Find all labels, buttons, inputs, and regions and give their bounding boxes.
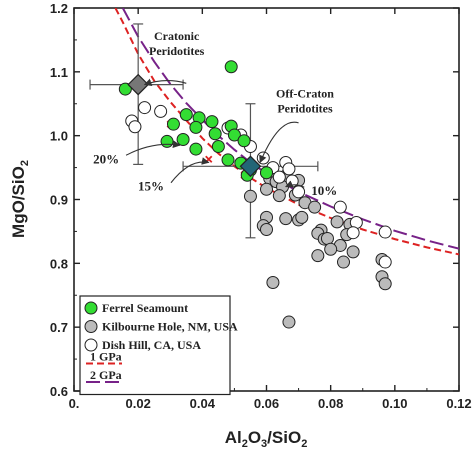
point-kilbourne-hole <box>320 231 334 245</box>
legend-marker <box>84 338 98 352</box>
y-tick-label: 0.6 <box>50 384 68 399</box>
point-ferrel-seamount <box>208 127 222 141</box>
y-tick-label: 0.9 <box>50 193 68 208</box>
point-kilbourne-hole <box>308 200 322 214</box>
point-kilbourne-hole <box>311 249 325 263</box>
legend-marker <box>84 320 98 333</box>
point-dish-hill <box>292 185 306 199</box>
axis-title-part: 2 <box>242 438 248 450</box>
point-kilbourne-hole <box>272 189 286 203</box>
point-dish-hill <box>154 104 168 118</box>
point-dish-hill <box>282 162 296 176</box>
reference-label: Peridotites <box>149 44 205 58</box>
point-kilbourne-hole <box>324 242 338 256</box>
x-tick-label: 0.10 <box>382 396 407 411</box>
x-tick-label: 0.06 <box>254 396 279 411</box>
reference-label: Off-Craton <box>276 86 334 100</box>
melt-percent-arrow <box>125 140 181 156</box>
point-dish-hill <box>333 200 347 214</box>
y-tick-label: 0.7 <box>50 320 68 335</box>
point-ferrel-seamount <box>179 108 193 122</box>
point-ferrel-seamount <box>160 134 174 148</box>
point-kilbourne-hole <box>260 223 273 237</box>
reference-diamond <box>239 155 262 178</box>
point-dish-hill <box>378 225 392 239</box>
point-dish-hill <box>378 255 392 269</box>
x-tick-label: 0.08 <box>318 396 343 411</box>
point-kilbourne-hole <box>243 189 257 203</box>
point-ferrel-seamount <box>211 140 225 154</box>
y-tick-label: 1.2 <box>50 1 68 16</box>
point-ferrel-seamount <box>224 60 238 74</box>
legend-label: 2 GPa <box>90 368 122 382</box>
point-ferrel-seamount <box>189 120 203 134</box>
reference-arrow <box>143 78 187 86</box>
point-dish-hill <box>128 120 142 134</box>
point-ferrel-seamount <box>227 128 241 142</box>
legend-box <box>79 295 231 396</box>
point-kilbourne-hole <box>295 210 309 224</box>
point-ferrel-seamount <box>118 82 132 96</box>
y-tick-label: 1.1 <box>50 65 68 80</box>
melt-percent-label: 15% <box>138 179 164 194</box>
annotations: CratonicPeridotitesOff-CratonPeridotites… <box>93 29 337 198</box>
melt-percent-arrow <box>285 180 305 188</box>
point-ferrel-seamount <box>176 132 190 146</box>
melt-percent-arrow <box>170 157 210 184</box>
reference-arrow <box>259 121 299 164</box>
point-dish-hill <box>272 170 286 184</box>
x-tick-label: 0.04 <box>190 396 216 411</box>
point-kilbourne-hole <box>346 245 360 259</box>
axis-title-part: 3 <box>261 438 267 450</box>
axis-title-part: Al <box>225 428 242 447</box>
legend-label: Ferrel Seamount <box>102 301 188 315</box>
axis-title-part: MgO/SiO <box>9 166 28 238</box>
point-ferrel-seamount <box>189 142 203 156</box>
legend-label: Kilbourne Hole, NM, USA <box>102 320 238 334</box>
axis-title-part: 2 <box>19 160 31 166</box>
point-ferrel-seamount <box>260 166 273 180</box>
point-ferrel-seamount <box>205 115 219 129</box>
point-dish-hill <box>138 101 152 115</box>
point-ferrel-seamount <box>221 153 235 167</box>
legend-label: Dish Hill, CA, USA <box>102 338 201 352</box>
axis-title-part: 2 <box>301 438 307 450</box>
melt-percent-label: 20% <box>93 151 119 166</box>
curve-2-gpa <box>121 8 459 250</box>
reference-label: Peridotites <box>277 101 333 115</box>
point-kilbourne-hole <box>260 182 273 196</box>
point-kilbourne-hole <box>330 215 344 229</box>
axis-ticks: 0. 0.02 0.04 0.06 0.08 0.10 0.12 0.6 0.7 0.8 0.9 1.… <box>50 1 472 411</box>
point-kilbourne-hole <box>378 277 392 291</box>
melt-tick-mark <box>205 155 213 163</box>
legend-label: 1 GPa <box>90 350 122 364</box>
axis-title-part: /SiO <box>267 428 301 447</box>
reference-label: Cratonic <box>154 29 200 43</box>
axis-title-part: O <box>248 428 261 447</box>
x-tick-label: 0.12 <box>446 396 471 411</box>
point-kilbourne-hole <box>266 275 280 289</box>
y-tick-label: 1.0 <box>50 129 68 144</box>
point-ferrel-seamount <box>166 117 180 131</box>
legend-marker <box>84 301 98 315</box>
point-kilbourne-hole <box>279 212 293 226</box>
x-tick-label: 0.02 <box>126 396 151 411</box>
point-dish-hill <box>346 226 360 240</box>
point-dish-hill <box>256 151 270 165</box>
data-points <box>118 60 392 329</box>
point-kilbourne-hole <box>337 255 350 269</box>
y-axis-title: MgO/SiO2 <box>9 160 31 238</box>
point-kilbourne-hole <box>282 315 296 329</box>
x-axis-title: Al2O3/SiO2 <box>225 428 308 450</box>
y-tick-label: 0.8 <box>50 256 68 271</box>
legend: Ferrel Seamount Kilbourne Hole, NM, USA Di… <box>79 295 238 396</box>
point-ferrel-seamount <box>237 134 251 148</box>
x-tick-label: 0. <box>69 396 80 411</box>
melt-percent-label: 10% <box>311 183 337 198</box>
